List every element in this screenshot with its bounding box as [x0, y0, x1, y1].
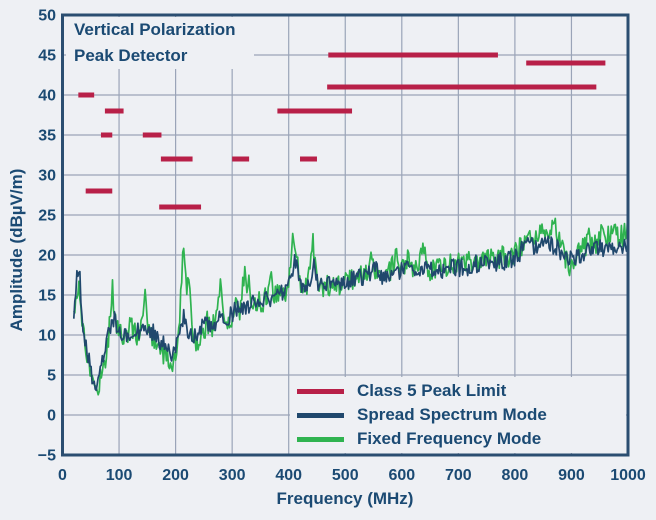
limit-segment [232, 156, 250, 162]
y-tick-label: 15 [38, 288, 56, 305]
plot-border [61, 13, 630, 457]
x-tick-label: 0 [58, 467, 67, 484]
x-tick-label: 800 [502, 467, 529, 484]
x-tick-label: 500 [332, 467, 359, 484]
y-tick-label: 20 [38, 248, 56, 265]
legend-item-spread-spectrum-mode: Spread Spectrum Mode [290, 403, 626, 427]
y-axis-title: Amplitude (dBµV/m) [7, 168, 26, 332]
y-tick-label: −5 [38, 448, 56, 465]
spread-spectrum-swatch [297, 412, 344, 418]
x-tick-label: 400 [275, 467, 302, 484]
limit-segment [327, 84, 597, 90]
y-tick-label: 50 [38, 8, 56, 25]
legend-label: Class 5 Peak Limit [357, 381, 507, 400]
y-tick-label: 40 [38, 88, 56, 105]
plot-annotation: Vertical Polarization Peak Detector [66, 17, 254, 69]
y-tick-label: 25 [38, 208, 56, 225]
y-tick-label: 45 [38, 48, 56, 65]
limit-segment [85, 188, 113, 194]
x-tick-label: 600 [388, 467, 415, 484]
annotation-line-1: Vertical Polarization [74, 20, 236, 39]
limit-segment [160, 156, 193, 162]
limit-segment [104, 108, 124, 114]
legend-label: Fixed Frequency Mode [357, 429, 542, 448]
x-axis-title: Frequency (MHz) [276, 489, 414, 508]
legend-item-fixed-frequency-mode: Fixed Frequency Mode [290, 427, 626, 451]
trace-fixed-frequency-mode [73, 217, 629, 396]
legend-item-class-5-peak-limit: Class 5 Peak Limit [290, 379, 626, 403]
limit-segment [526, 60, 606, 66]
limit-segment [328, 52, 498, 58]
trace-spread-spectrum-mode [72, 235, 629, 392]
legend: Class 5 Peak Limit Spread Spectrum Mode … [290, 377, 626, 453]
limit-segment [277, 108, 353, 114]
x-tick-label: 900 [558, 467, 585, 484]
x-tick-label: 200 [162, 467, 189, 484]
limit-segment [78, 92, 95, 98]
y-tick-label: 5 [47, 368, 56, 385]
x-tick-label: 100 [106, 467, 133, 484]
x-tick-label: 700 [445, 467, 472, 484]
limit-line-swatch [297, 388, 344, 394]
legend-label: Spread Spectrum Mode [357, 405, 547, 424]
limit-segment [142, 132, 162, 138]
limit-segment [100, 132, 113, 138]
y-tick-label: 30 [38, 168, 56, 185]
x-tick-label: 1000 [610, 467, 646, 484]
x-tick-label: 300 [219, 467, 246, 484]
fixed-frequency-swatch [297, 436, 344, 442]
y-tick-label: 0 [47, 408, 56, 425]
limit-segment [159, 204, 202, 210]
limit-segment [300, 156, 317, 162]
y-tick-label: 35 [38, 128, 56, 145]
y-tick-label: 10 [38, 328, 56, 345]
annotation-line-2: Peak Detector [74, 46, 188, 65]
